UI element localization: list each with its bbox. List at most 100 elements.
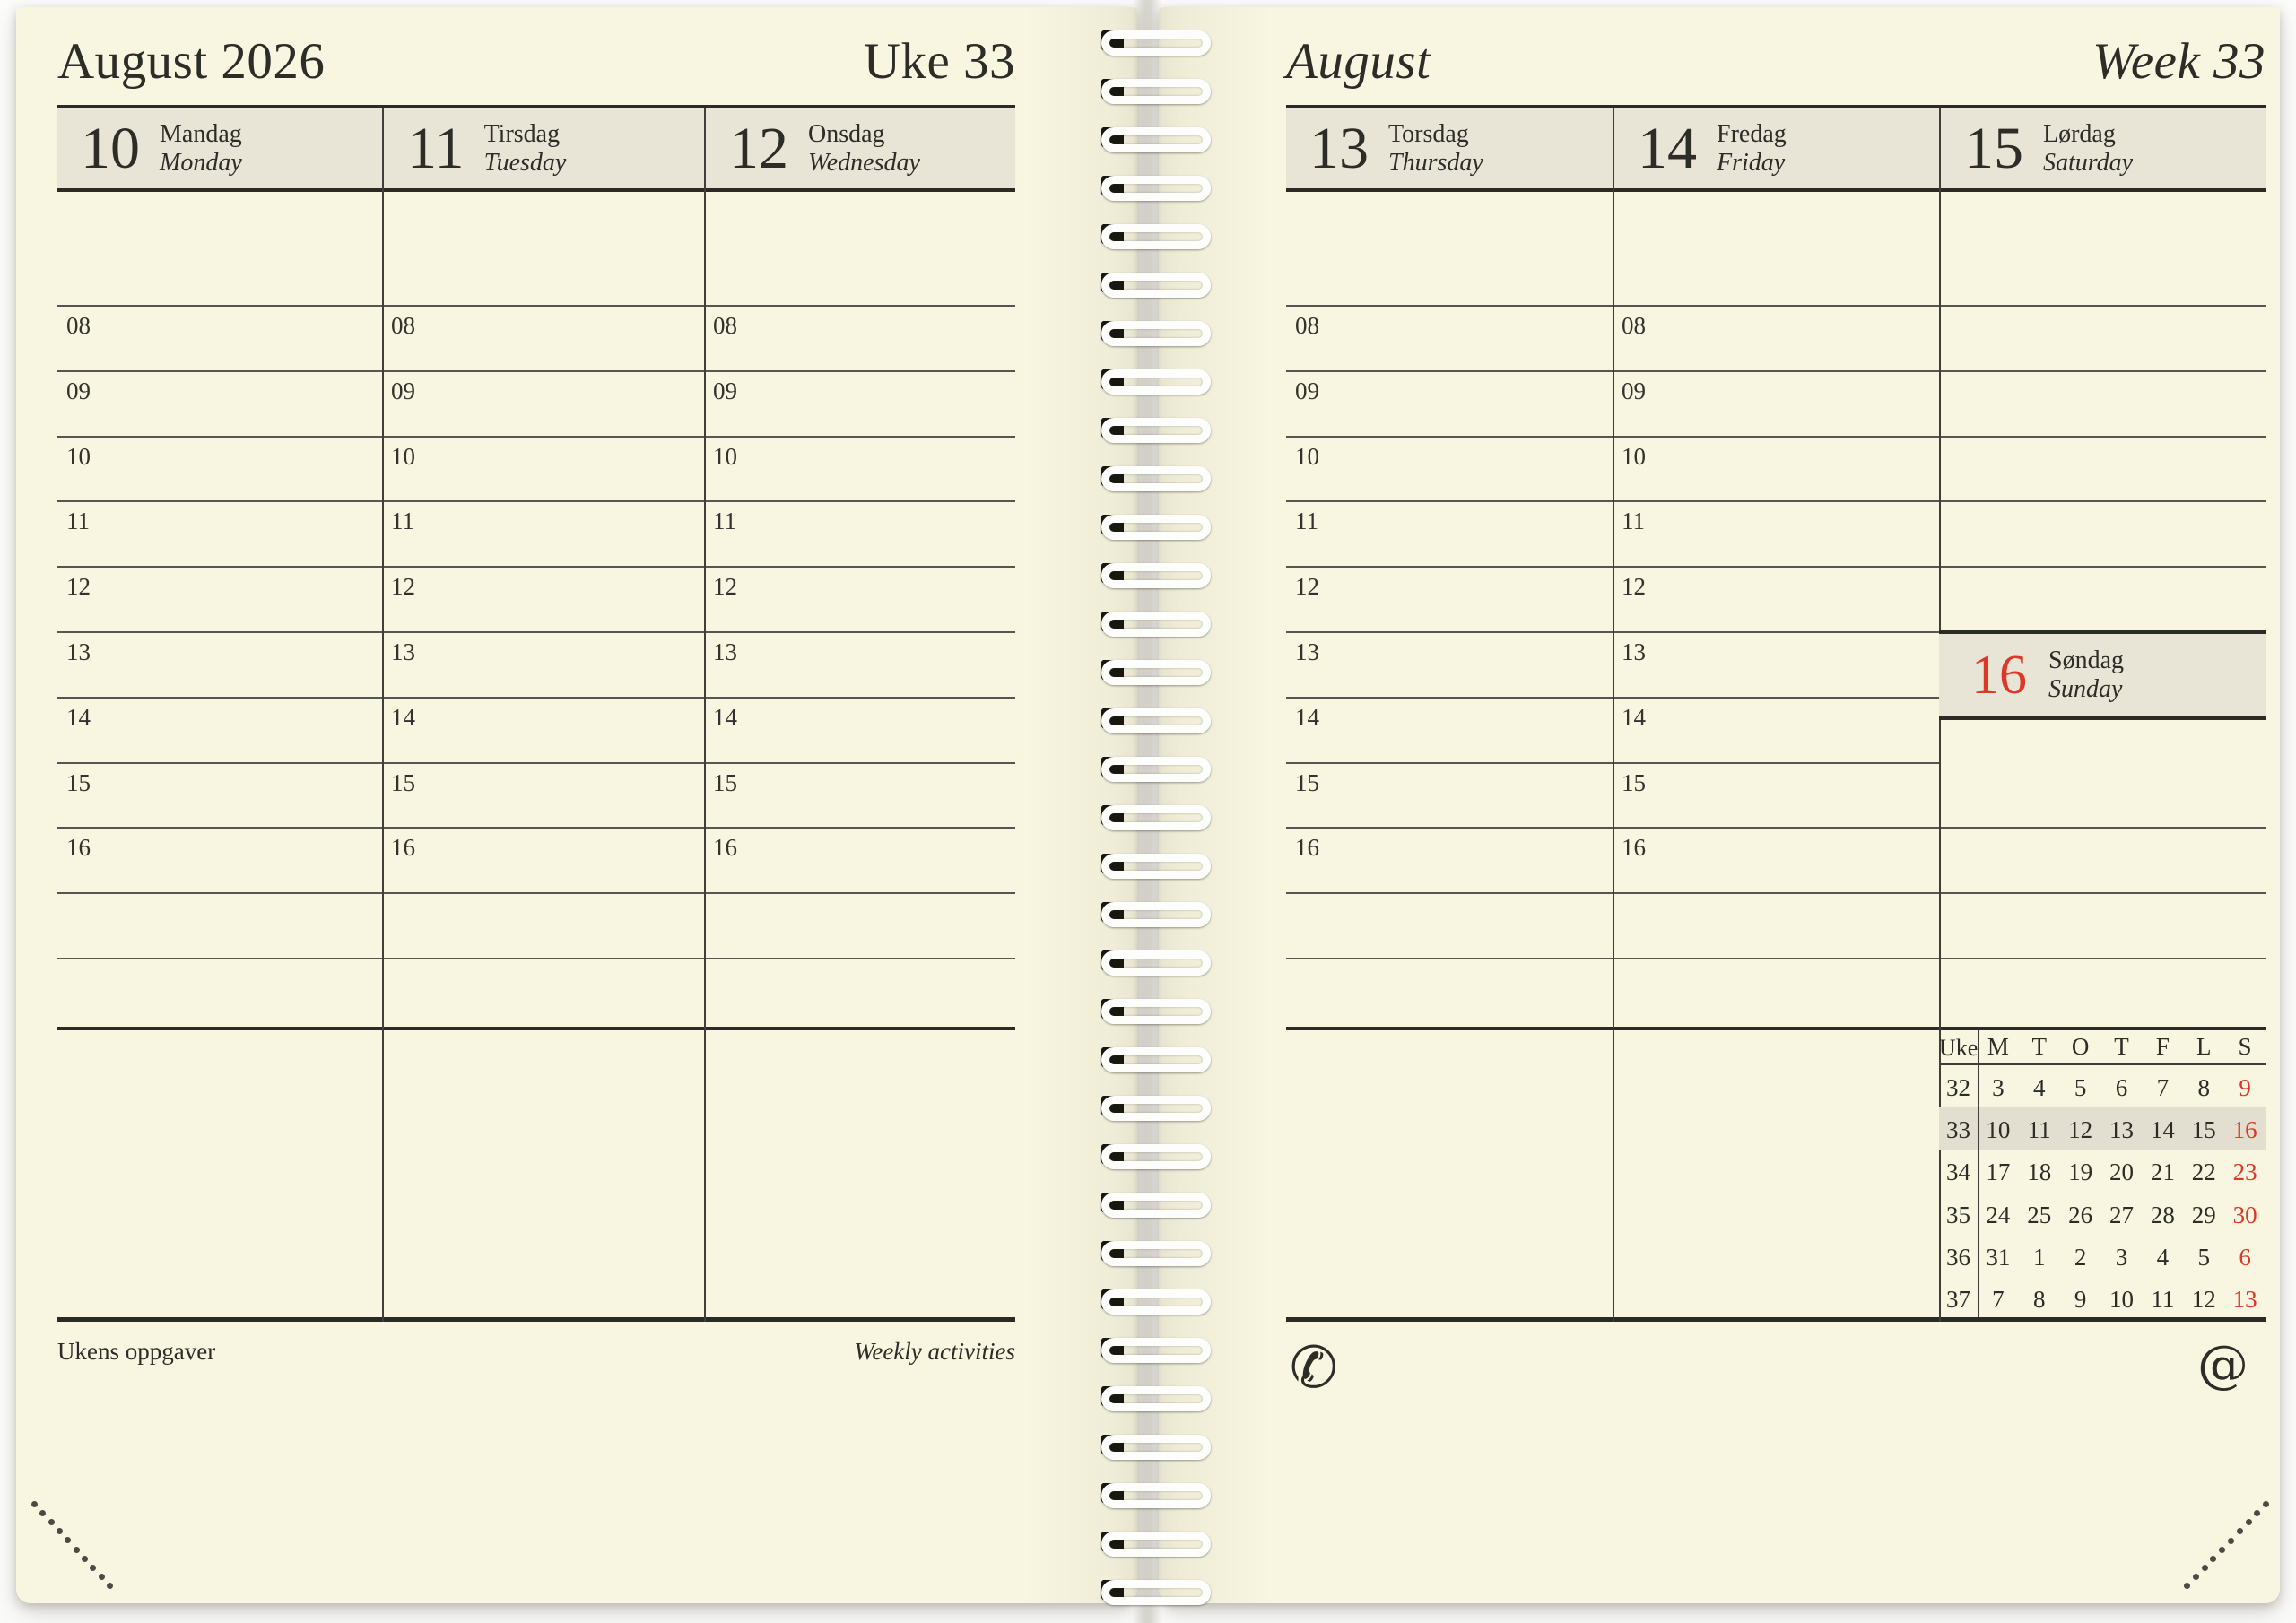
row-line — [57, 305, 1015, 307]
header-bottom-rule — [1286, 188, 2266, 192]
day-header-saturday: 15 Lørdag Saturday — [1941, 108, 2266, 188]
spiral-coil — [1101, 854, 1211, 879]
spiral-coil — [1101, 612, 1211, 637]
mini-calendar-day-cell: 4 — [2156, 1243, 2170, 1271]
hour-label: 14 — [66, 704, 91, 731]
day-number: 10 — [81, 115, 140, 181]
coil-wire — [1101, 563, 1211, 588]
coil-wire — [1101, 1144, 1211, 1169]
spiral-coil — [1101, 176, 1211, 201]
coil-wire — [1101, 321, 1211, 346]
mini-calendar-day-cell: 6 — [2239, 1243, 2251, 1271]
day-name-no: Mandag — [160, 119, 242, 148]
mini-calendar-day-cell: 3 — [1992, 1074, 2005, 1101]
week-grid-left: 10 Mandag Monday 11 Tirsdag Tuesday 12 O… — [16, 7, 1137, 1603]
spiral-coil — [1101, 1193, 1211, 1218]
left-titlebar: August 2026 Uke 33 — [57, 33, 1015, 91]
day-name-en: Friday — [1717, 148, 1786, 177]
mini-calendar-day-cell: 4 — [2033, 1074, 2046, 1101]
spiral-coil — [1101, 660, 1211, 685]
corner-perforation-dot — [73, 1546, 80, 1553]
footer-left-label: Ukens oppgaver — [57, 1338, 216, 1365]
corner-perforation-dot — [2210, 1555, 2217, 1562]
day-name-no: Søndag — [2048, 647, 2124, 675]
hour-label: 11 — [1622, 508, 1645, 534]
hour-label: 10 — [1622, 443, 1646, 470]
mini-calendar-day-cell: 8 — [2197, 1074, 2210, 1101]
mini-calendar-day-cell: 22 — [2191, 1159, 2216, 1186]
mini-calendar-day-cell: 27 — [2109, 1201, 2134, 1228]
mini-calendar-day-cell: 25 — [2027, 1201, 2052, 1228]
coil-wire — [1101, 1532, 1211, 1557]
hour-label: 13 — [713, 638, 737, 665]
row-line — [1939, 566, 2266, 568]
day-number: 11 — [407, 115, 465, 181]
mini-calendar-day-col-header: O — [2071, 1033, 2090, 1060]
coil-wire — [1101, 273, 1211, 298]
mini-calendar-day-cell: 31 — [1986, 1243, 2011, 1271]
mini-calendar-week-number: 35 — [1946, 1201, 1970, 1228]
mini-calendar-day-col-header: F — [2155, 1033, 2170, 1060]
coil-wire — [1101, 30, 1211, 56]
day-header-tuesday: 11 Tirsdag Tuesday — [384, 108, 704, 188]
coil-wire — [1101, 1096, 1211, 1121]
mini-calendar-day-cell: 9 — [2239, 1074, 2251, 1101]
mini-calendar-week-number: 33 — [1946, 1116, 1970, 1144]
spiral-coil — [1101, 950, 1211, 976]
row-line — [57, 436, 1015, 438]
mini-calendar-day-cell: 26 — [2068, 1201, 2093, 1228]
header-bottom-rule — [57, 188, 1015, 192]
hour-label: 10 — [1295, 443, 1319, 470]
corner-perforation-dot — [98, 1573, 105, 1580]
day-header-friday: 14 Fredag Friday — [1614, 108, 1939, 188]
coil-wire — [1101, 1483, 1211, 1508]
spiral-coil — [1101, 563, 1211, 588]
mini-calendar-day-cell: 3 — [2115, 1243, 2128, 1271]
row-line — [1939, 370, 2266, 372]
mini-calendar-day-cell: 23 — [2232, 1159, 2257, 1186]
spiral-coil — [1101, 1289, 1211, 1315]
header-top-rule — [1286, 105, 2266, 108]
spiral-coil — [1101, 127, 1211, 152]
day-number: 15 — [1964, 115, 2023, 181]
spiral-coil — [1101, 466, 1211, 491]
coil-wire — [1101, 612, 1211, 637]
mini-calendar-day-cell: 7 — [1992, 1286, 2005, 1313]
mini-calendar-week-number: 32 — [1946, 1074, 1970, 1101]
mini-calendar-day-cell: 30 — [2232, 1201, 2257, 1228]
day-name-no: Torsdag — [1388, 119, 1469, 148]
coil-wire — [1101, 999, 1211, 1024]
mini-calendar-day-cell: 29 — [2191, 1201, 2216, 1228]
coil-wire — [1101, 854, 1211, 879]
hour-label: 15 — [391, 769, 415, 796]
spiral-coil — [1101, 1580, 1211, 1605]
spiral-coil — [1101, 1096, 1211, 1121]
day-names: Torsdag Thursday — [1388, 120, 1483, 178]
day-name-en: Sunday — [2048, 675, 2123, 703]
day-header-wednesday: 12 Onsdag Wednesday — [706, 108, 1015, 188]
spiral-coil — [1101, 1241, 1211, 1266]
day-name-en: Saturday — [2043, 148, 2134, 177]
hour-label: 15 — [66, 769, 91, 796]
row-line — [57, 762, 1015, 764]
coil-wire — [1101, 1289, 1211, 1315]
coil-wire — [1101, 1580, 1211, 1605]
hour-label: 09 — [713, 378, 737, 404]
mini-calendar-day-col-header: T — [2114, 1033, 2129, 1060]
spiral-coil — [1101, 1338, 1211, 1363]
day-names: Mandag Monday — [160, 120, 242, 178]
column-divider — [1613, 108, 1614, 1322]
week-label: Week 33 — [2092, 33, 2266, 90]
row-line — [57, 500, 1015, 502]
at-sign-icon: @ — [2197, 1335, 2248, 1394]
coil-wire — [1101, 418, 1211, 443]
spiral-binding — [1100, 0, 1214, 1623]
coil-wire — [1101, 757, 1211, 782]
corner-perforation-dot — [2201, 1564, 2208, 1571]
hour-label: 11 — [66, 508, 90, 534]
mini-month-calendar: Uke M T O T F L S 32 3 4 5 6 7 8 9 33 10 11 12 13 14 15 16 34 17… — [1939, 1030, 2266, 1317]
corner-perforation-dot — [65, 1537, 72, 1544]
hour-label: 12 — [1295, 573, 1319, 600]
hour-label: 12 — [66, 573, 91, 600]
